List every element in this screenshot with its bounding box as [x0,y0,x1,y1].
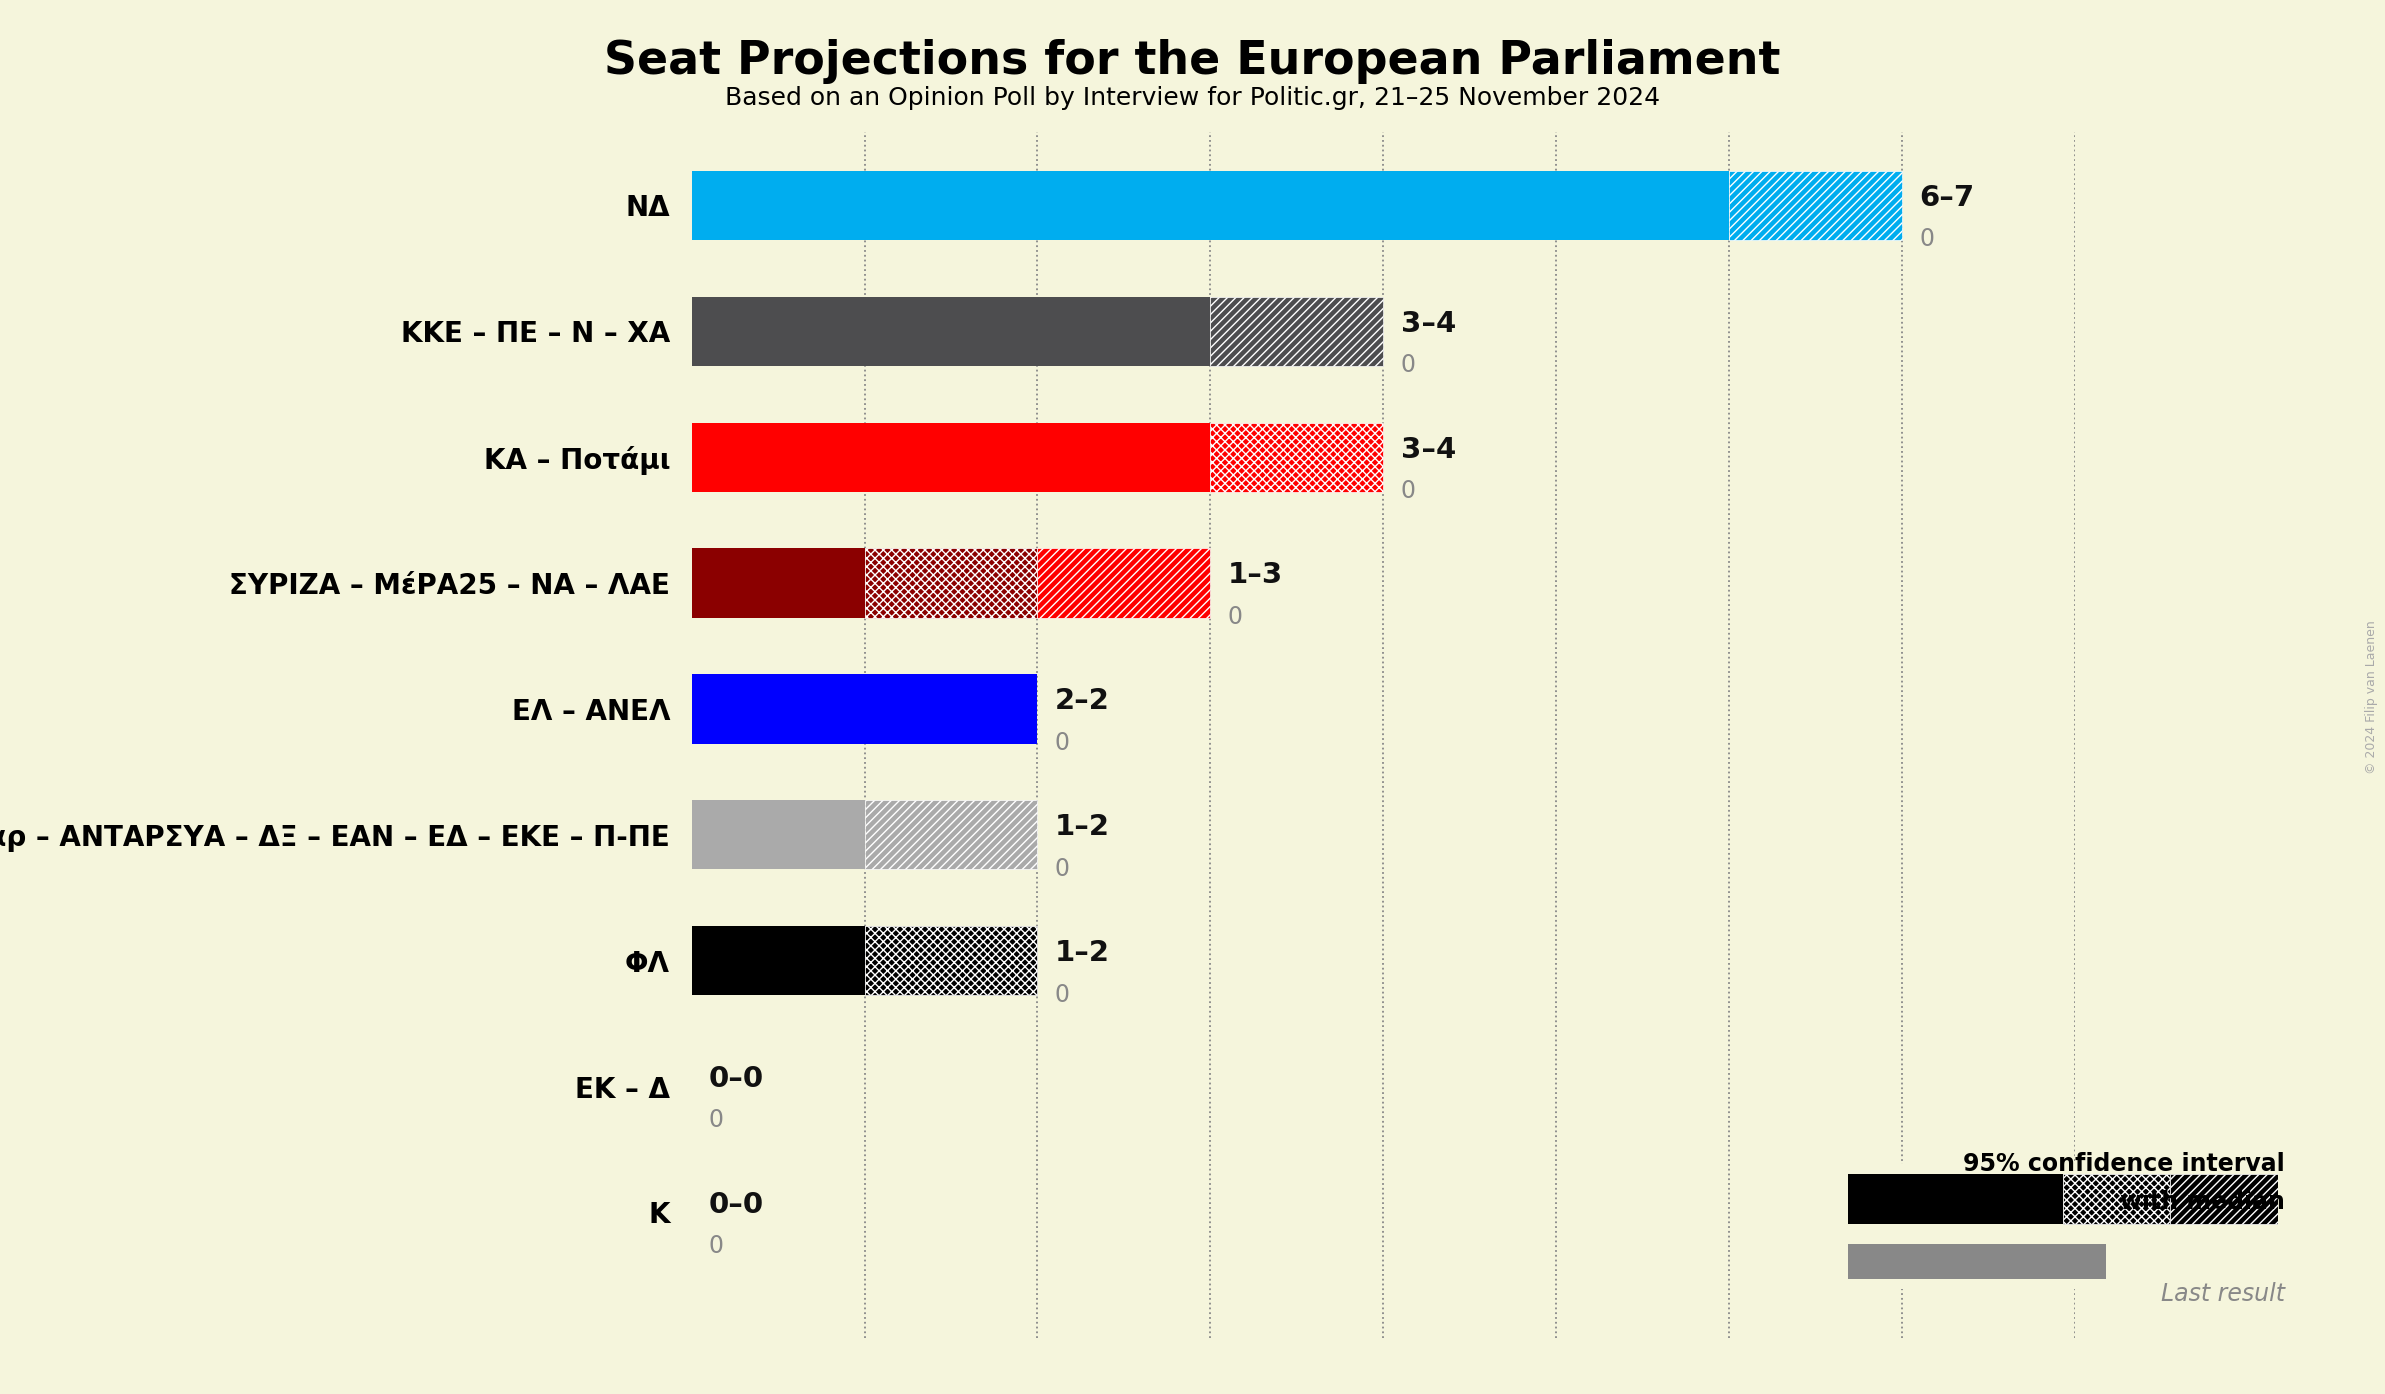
Text: 0: 0 [1054,730,1071,756]
Bar [2063,1174,2170,1224]
Text: 0: 0 [1920,227,1934,251]
Text: Seat Projections for the European Parliament: Seat Projections for the European Parlia… [603,39,1782,84]
Bar [692,926,863,995]
Bar [1037,548,1209,618]
Text: 2–2: 2–2 [1054,687,1109,715]
Text: 0: 0 [708,1234,725,1259]
Text: 95% confidence interval: 95% confidence interval [1963,1151,2285,1177]
Text: 1–2: 1–2 [1054,940,1109,967]
Bar [863,800,1037,870]
Bar [692,297,1209,365]
Text: with median: with median [2120,1189,2285,1214]
Bar [692,800,863,870]
Text: 0: 0 [1400,480,1417,503]
Text: 0: 0 [1054,983,1071,1006]
Text: 6–7: 6–7 [1920,184,1975,212]
Bar [1848,1174,2063,1224]
Text: 1–3: 1–3 [1228,562,1283,590]
Bar [692,422,1209,492]
Text: 3–4: 3–4 [1400,309,1455,337]
Bar [1729,171,1901,240]
Text: 0–0: 0–0 [708,1190,763,1218]
Bar [863,548,1037,618]
Bar [1209,297,1383,365]
Text: 0: 0 [1228,605,1243,629]
Bar [692,675,1037,743]
Bar [692,171,1729,240]
Text: 0: 0 [1054,857,1071,881]
Text: Last result: Last result [2161,1281,2285,1306]
Text: 0: 0 [708,1108,725,1132]
Bar [863,926,1037,995]
Bar [692,548,863,618]
Text: 3–4: 3–4 [1400,435,1455,464]
Bar [1209,422,1383,492]
Bar [2170,1174,2278,1224]
Text: 0–0: 0–0 [708,1065,763,1093]
Bar [1848,1245,2106,1280]
Text: © 2024 Filip van Laenen: © 2024 Filip van Laenen [2366,620,2378,774]
Text: Based on an Opinion Poll by Interview for Politic.gr, 21–25 November 2024: Based on an Opinion Poll by Interview fo… [725,86,1660,110]
Text: 0: 0 [1400,353,1417,378]
Text: 1–2: 1–2 [1054,813,1109,841]
